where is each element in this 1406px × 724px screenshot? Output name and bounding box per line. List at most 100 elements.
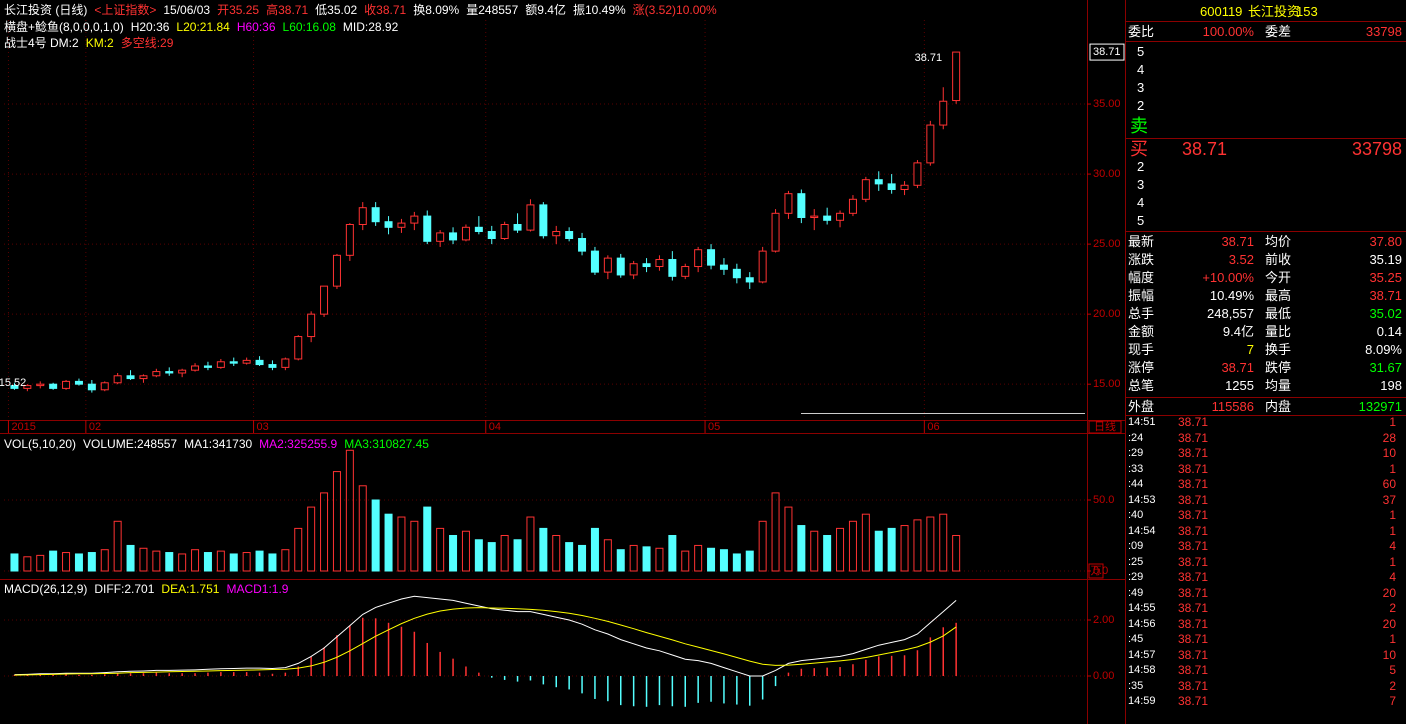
- macd-dea-line: [14, 607, 957, 676]
- header-line-item: 涨(3.52)10.00%: [632, 3, 717, 17]
- tick-time: :25: [1128, 555, 1144, 568]
- candle-body: [526, 204, 535, 231]
- stat-label: 最新: [1128, 234, 1155, 249]
- buy-level: 3: [1137, 177, 1145, 192]
- header-line-item: 收38.71: [364, 3, 407, 17]
- stat-label: 前收: [1265, 252, 1292, 267]
- tick-time: :44: [1128, 478, 1144, 490]
- tick-price: 38.71: [1178, 678, 1209, 693]
- tick-price: 38.71: [1178, 601, 1209, 615]
- volume-bar: [732, 553, 741, 572]
- volume-bar: [900, 525, 909, 572]
- candle-body: [926, 124, 935, 164]
- volume-bar: [384, 513, 393, 572]
- tick-price: 38.71: [1178, 446, 1209, 460]
- tick-volume: 4: [1389, 570, 1396, 584]
- stat-label: 最高: [1265, 288, 1292, 303]
- volume-bar: [191, 549, 200, 572]
- ratio-label: 委比: [1128, 24, 1155, 39]
- header-line-item: 换8.09%: [413, 3, 460, 17]
- last-price-box: [1089, 43, 1125, 61]
- tick-volume: 1: [1389, 554, 1396, 569]
- stat-value: 1255: [1225, 378, 1254, 393]
- stock-name: 长江投资: [1248, 4, 1301, 19]
- outer-value: 115586: [1211, 399, 1254, 414]
- tick-price: 38.71: [1178, 539, 1209, 553]
- indicator-line-item: MID:28.92: [342, 20, 399, 34]
- volume-bar: [268, 553, 277, 572]
- volume-bar: [474, 539, 483, 572]
- candle-body: [242, 359, 251, 364]
- volume-bar: [449, 534, 458, 572]
- candle-body: [49, 383, 58, 389]
- stat-label: 金额: [1128, 324, 1155, 339]
- volume-bar: [952, 534, 961, 572]
- stat-label: 总手: [1128, 306, 1155, 321]
- stat-label: 最低: [1265, 306, 1292, 321]
- candle-body: [603, 257, 612, 273]
- volume-bar: [281, 549, 290, 572]
- macd-title-item: DEA:1.751: [161, 582, 220, 596]
- header-line-item: 开35.25: [217, 3, 260, 17]
- candle-body: [371, 207, 380, 223]
- volume-bar: [62, 552, 71, 572]
- tick-volume: 2: [1389, 678, 1396, 693]
- indicator-line-item: L60:16.08: [282, 20, 336, 34]
- candle-body: [397, 222, 406, 228]
- tick-time: :33: [1128, 462, 1144, 475]
- tick-time: :29: [1128, 447, 1144, 459]
- tick-time: :35: [1128, 679, 1144, 692]
- stat-value: 31.67: [1369, 360, 1402, 375]
- volume-bar: [165, 552, 174, 572]
- candle-body: [681, 266, 690, 277]
- volume-title-item: MA1:341730: [184, 437, 253, 451]
- tick-volume: 1: [1389, 508, 1396, 522]
- volume-bar: [874, 530, 883, 572]
- candle-body: [216, 361, 225, 368]
- tick-price: 38.71: [1178, 430, 1209, 445]
- candle-body: [23, 385, 32, 389]
- sell-level: 4: [1137, 62, 1145, 77]
- candle-body: [487, 231, 496, 240]
- y-tick-label: 30.00: [1093, 168, 1121, 180]
- stat-label: 幅度: [1128, 270, 1155, 285]
- tick-time: 14:56: [1128, 617, 1156, 630]
- candle-body: [578, 238, 587, 252]
- volume-bar: [294, 527, 303, 572]
- unit-box: [1088, 563, 1104, 579]
- candle-body: [565, 231, 574, 240]
- separator: [1126, 21, 1406, 22]
- candle-body: [732, 268, 741, 279]
- candle-body: [745, 277, 754, 283]
- stat-value: 38.71: [1221, 234, 1254, 249]
- frame: [0, 0, 1126, 724]
- volume-bar: [397, 516, 406, 572]
- tick-price: 38.71: [1178, 477, 1209, 491]
- tick-time: :45: [1128, 633, 1144, 645]
- tick-time: 14:57: [1128, 648, 1156, 661]
- volume-bar: [887, 527, 896, 572]
- stat-label: 振幅: [1128, 288, 1155, 303]
- volume-bar: [126, 544, 135, 572]
- header-line-item: 15/06/03: [163, 3, 211, 17]
- tick-price: 38.71: [1178, 508, 1209, 522]
- candle-body: [874, 179, 883, 185]
- tick-volume: 28: [1382, 430, 1396, 445]
- volume-bar: [358, 485, 367, 572]
- volume-bar: [771, 492, 780, 572]
- volume-bar: [784, 506, 793, 572]
- volume-bar: [836, 527, 845, 572]
- volume-bar: [139, 547, 148, 572]
- stat-value: 248,557: [1207, 306, 1254, 321]
- header-line-item: 额9.4亿: [525, 3, 566, 17]
- candle-body: [784, 193, 793, 214]
- stat-label: 换手: [1265, 342, 1292, 357]
- volume-bar: [229, 553, 238, 572]
- ratio-value: 100.00%: [1202, 24, 1254, 39]
- buy-level: 4: [1137, 195, 1145, 210]
- tick-volume: 10: [1382, 647, 1396, 662]
- candle-body: [320, 285, 329, 315]
- volume-bar: [810, 530, 819, 572]
- tick-price: 38.71: [1178, 585, 1209, 600]
- outer-label: 外盘: [1128, 399, 1155, 414]
